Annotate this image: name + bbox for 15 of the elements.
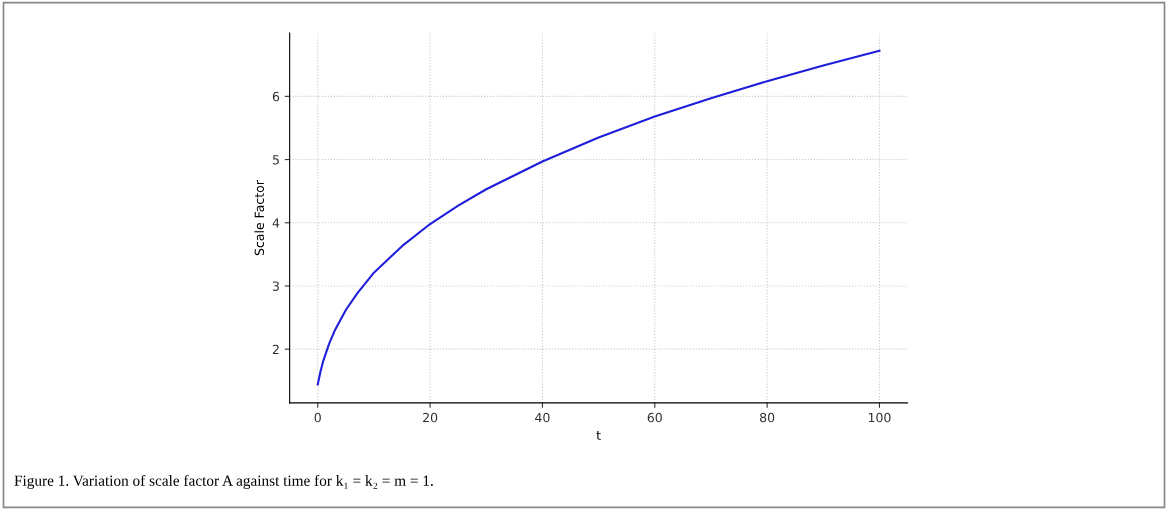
- y-tick-label: 2: [272, 344, 279, 354]
- x-tick-label: 100: [868, 412, 891, 423]
- y-tick-label: 4: [272, 218, 280, 228]
- y-axis-title: Scale Factor: [254, 180, 265, 256]
- line-series: [316, 49, 881, 386]
- caption: Figure 1. Variation of scale factor A against time for k₁ = k₂ = m = 1.: [14, 474, 433, 489]
- x-tick-label: 60: [647, 412, 662, 423]
- y-tick-label: 5: [272, 155, 279, 165]
- x-tick-label: 20: [423, 412, 438, 423]
- y-tick-label: 6: [272, 91, 280, 102]
- x-tick-label: 40: [535, 412, 550, 423]
- x-tick-label: 0: [314, 412, 321, 423]
- x-tick-label: 80: [760, 412, 775, 423]
- x-axis-title: t: [596, 431, 601, 440]
- y-tick-label: 3: [272, 281, 279, 291]
